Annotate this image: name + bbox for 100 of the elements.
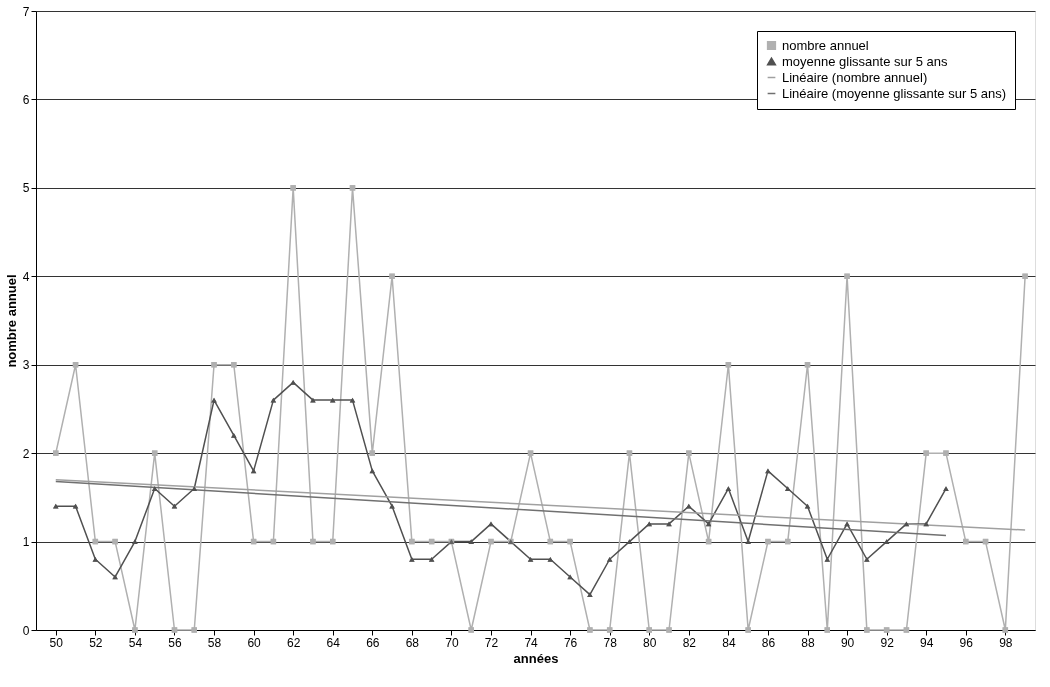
point	[132, 539, 138, 544]
legend-label: moyenne glissante sur 5 ans	[782, 53, 948, 69]
point	[290, 185, 296, 191]
point	[666, 627, 672, 633]
point	[389, 503, 395, 509]
point	[468, 539, 474, 544]
point	[943, 486, 949, 491]
point	[290, 380, 296, 385]
x-tick-label: 68	[405, 635, 420, 650]
point	[488, 521, 494, 527]
point	[705, 521, 712, 527]
point	[864, 556, 870, 562]
point	[844, 521, 850, 527]
point	[53, 503, 59, 509]
x-tick-label: 54	[128, 635, 143, 650]
x-axis-title: années	[513, 650, 559, 666]
point	[72, 503, 79, 509]
point	[349, 397, 356, 403]
point	[587, 592, 593, 597]
point	[567, 538, 573, 545]
point	[112, 538, 118, 545]
x-tick-label: 94	[920, 635, 934, 650]
point	[231, 433, 237, 438]
point	[389, 273, 395, 280]
point	[844, 273, 850, 280]
point	[804, 503, 811, 509]
y-tick-label: 6	[22, 92, 30, 107]
y-tick-label: 5	[22, 181, 30, 196]
point	[883, 627, 890, 633]
point	[1022, 273, 1028, 280]
x-tick-label: 52	[89, 635, 103, 650]
point	[923, 450, 929, 456]
point	[428, 556, 435, 562]
point	[547, 556, 554, 562]
point	[92, 556, 99, 562]
y-tick-label: 2	[22, 446, 30, 461]
x-tick-label: 66	[366, 635, 380, 650]
y-tick-label: 1	[22, 535, 30, 550]
point	[606, 627, 613, 633]
point	[626, 450, 633, 456]
x-tick-label: 80	[643, 635, 657, 650]
point	[963, 538, 969, 545]
point	[191, 486, 197, 491]
x-tick-label: 50	[49, 635, 64, 650]
x-tick-label: 76	[563, 635, 578, 650]
point	[666, 521, 672, 527]
point	[606, 556, 613, 562]
y-tick-label: 0	[22, 623, 30, 638]
point	[151, 450, 158, 456]
point	[488, 538, 494, 545]
x-tick-label: 86	[761, 635, 776, 650]
legend-label: Linéaire (moyenne glissante sur 5 ans)	[782, 85, 1007, 101]
point	[231, 361, 237, 368]
point	[468, 627, 474, 633]
x-tick-label: 58	[207, 635, 222, 650]
x-tick-label: 92	[880, 635, 895, 650]
point	[527, 556, 534, 562]
x-tick-label: 70	[445, 635, 459, 650]
x-tick-label: 64	[326, 635, 341, 650]
x-tick-label: 88	[801, 635, 815, 650]
y-tick-label: 7	[22, 4, 30, 19]
point	[765, 538, 771, 545]
y-axis-title: nombre annuel	[3, 274, 19, 368]
point	[527, 450, 534, 456]
point	[250, 468, 257, 474]
point	[587, 627, 593, 633]
point	[349, 185, 356, 191]
point	[824, 627, 831, 633]
point	[369, 450, 376, 456]
point	[725, 486, 732, 491]
point	[864, 627, 870, 633]
legend-label: nombre annuel	[782, 37, 869, 53]
x-tick-label: 72	[484, 635, 499, 650]
x-tick-label: 84	[722, 635, 736, 650]
point	[745, 627, 751, 633]
point	[211, 361, 217, 368]
point	[686, 503, 692, 509]
y-tick-label: 4	[22, 269, 30, 284]
point	[943, 450, 949, 456]
point	[903, 521, 910, 527]
x-tick-label: 60	[247, 635, 262, 650]
legend-label: Linéaire (nombre annuel)	[782, 69, 928, 85]
point	[784, 486, 791, 491]
point	[765, 468, 771, 474]
point	[310, 538, 316, 545]
x-tick-label: 96	[959, 635, 974, 650]
x-tick-label: 82	[682, 635, 697, 650]
point	[53, 450, 59, 456]
point	[151, 486, 158, 491]
point	[191, 627, 197, 633]
point	[409, 556, 415, 562]
x-tick-label: 98	[999, 635, 1013, 650]
point	[686, 450, 692, 456]
x-tick-label: 74	[524, 635, 539, 650]
y-tick-label: 3	[22, 358, 30, 373]
x-tick-label: 62	[286, 635, 301, 650]
point	[409, 538, 415, 545]
point	[903, 627, 910, 633]
x-tick-label: 56	[168, 635, 182, 650]
x-tick-label: 78	[603, 635, 618, 650]
